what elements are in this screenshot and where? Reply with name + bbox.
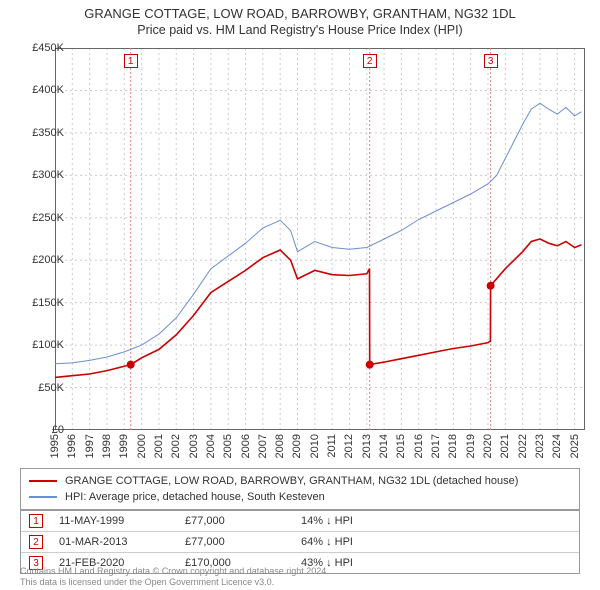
footer-line2: This data is licensed under the Open Gov… bbox=[20, 577, 329, 588]
x-axis-tick-label: 2022 bbox=[517, 434, 529, 458]
x-axis-tick-label: 2020 bbox=[482, 434, 494, 458]
x-axis-tick-label: 2017 bbox=[430, 434, 442, 458]
transaction-price: £77,000 bbox=[185, 536, 285, 548]
chart-footer: Contains HM Land Registry data © Crown c… bbox=[20, 566, 329, 588]
x-axis-tick-label: 2015 bbox=[395, 434, 407, 458]
x-axis-tick-label: 1999 bbox=[118, 434, 130, 458]
y-axis-tick-label: £100K bbox=[4, 339, 64, 351]
x-axis-tick-label: 2006 bbox=[240, 434, 252, 458]
y-axis-tick-label: £250K bbox=[4, 212, 64, 224]
x-axis-tick-label: 2009 bbox=[291, 434, 303, 458]
footer-line1: Contains HM Land Registry data © Crown c… bbox=[20, 566, 329, 577]
transaction-row: 2 01-MAR-2013 £77,000 64% ↓ HPI bbox=[21, 531, 579, 552]
x-axis-tick-label: 2025 bbox=[569, 434, 581, 458]
y-axis-tick-label: £300K bbox=[4, 169, 64, 181]
x-axis-tick-label: 2021 bbox=[499, 434, 511, 458]
chart-marker-1: 1 bbox=[124, 54, 138, 68]
y-axis-tick-label: £350K bbox=[4, 127, 64, 139]
y-axis-tick-label: £450K bbox=[4, 42, 64, 54]
x-axis-tick-label: 2011 bbox=[326, 434, 338, 458]
transactions-table: 1 11-MAY-1999 £77,000 14% ↓ HPI 2 01-MAR… bbox=[20, 510, 580, 574]
y-axis-tick-label: £200K bbox=[4, 254, 64, 266]
x-axis-tick-label: 2016 bbox=[413, 434, 425, 458]
x-axis-tick-label: 2005 bbox=[222, 434, 234, 458]
legend-item-hpi: HPI: Average price, detached house, Sout… bbox=[29, 489, 571, 505]
transaction-pct: 64% ↓ HPI bbox=[301, 536, 421, 548]
transaction-row: 1 11-MAY-1999 £77,000 14% ↓ HPI bbox=[21, 511, 579, 531]
chart-title-line1: GRANGE COTTAGE, LOW ROAD, BARROWBY, GRAN… bbox=[0, 6, 600, 21]
transaction-marker-2: 2 bbox=[29, 535, 43, 549]
chart-legend: GRANGE COTTAGE, LOW ROAD, BARROWBY, GRAN… bbox=[20, 468, 580, 510]
x-axis-tick-label: 2013 bbox=[361, 434, 373, 458]
transaction-marker-1: 1 bbox=[29, 514, 43, 528]
x-axis-tick-label: 2007 bbox=[257, 434, 269, 458]
x-axis-tick-label: 2003 bbox=[188, 434, 200, 458]
transaction-price: £77,000 bbox=[185, 515, 285, 527]
x-axis-tick-label: 1997 bbox=[84, 434, 96, 458]
legend-swatch-hpi bbox=[29, 496, 57, 498]
x-axis-tick-label: 2019 bbox=[465, 434, 477, 458]
chart-marker-2: 2 bbox=[363, 54, 377, 68]
x-axis-tick-label: 2002 bbox=[170, 434, 182, 458]
x-axis-tick-label: 1996 bbox=[66, 434, 78, 458]
chart-marker-3: 3 bbox=[484, 54, 498, 68]
legend-label-property: GRANGE COTTAGE, LOW ROAD, BARROWBY, GRAN… bbox=[65, 475, 518, 487]
y-axis-tick-label: £150K bbox=[4, 297, 64, 309]
x-axis-tick-label: 2023 bbox=[534, 434, 546, 458]
x-axis-tick-label: 1995 bbox=[49, 434, 61, 458]
x-axis-tick-label: 2004 bbox=[205, 434, 217, 458]
legend-label-hpi: HPI: Average price, detached house, Sout… bbox=[65, 491, 325, 503]
x-axis-tick-label: 2024 bbox=[551, 434, 563, 458]
chart-title-line2: Price paid vs. HM Land Registry's House … bbox=[0, 23, 600, 37]
legend-swatch-property bbox=[29, 480, 57, 482]
chart-plot-area bbox=[55, 48, 585, 430]
x-axis-tick-label: 2001 bbox=[153, 434, 165, 458]
x-axis-tick-label: 2010 bbox=[309, 434, 321, 458]
transaction-date: 11-MAY-1999 bbox=[59, 515, 169, 527]
transaction-date: 01-MAR-2013 bbox=[59, 536, 169, 548]
x-axis-tick-label: 2012 bbox=[343, 434, 355, 458]
transaction-pct: 14% ↓ HPI bbox=[301, 515, 421, 527]
y-axis-tick-label: £400K bbox=[4, 84, 64, 96]
x-axis-tick-label: 2014 bbox=[378, 434, 390, 458]
x-axis-tick-label: 2018 bbox=[447, 434, 459, 458]
legend-item-property: GRANGE COTTAGE, LOW ROAD, BARROWBY, GRAN… bbox=[29, 473, 571, 489]
x-axis-tick-label: 2000 bbox=[136, 434, 148, 458]
y-axis-tick-label: £50K bbox=[4, 382, 64, 394]
x-axis-tick-label: 1998 bbox=[101, 434, 113, 458]
x-axis-tick-label: 2008 bbox=[274, 434, 286, 458]
